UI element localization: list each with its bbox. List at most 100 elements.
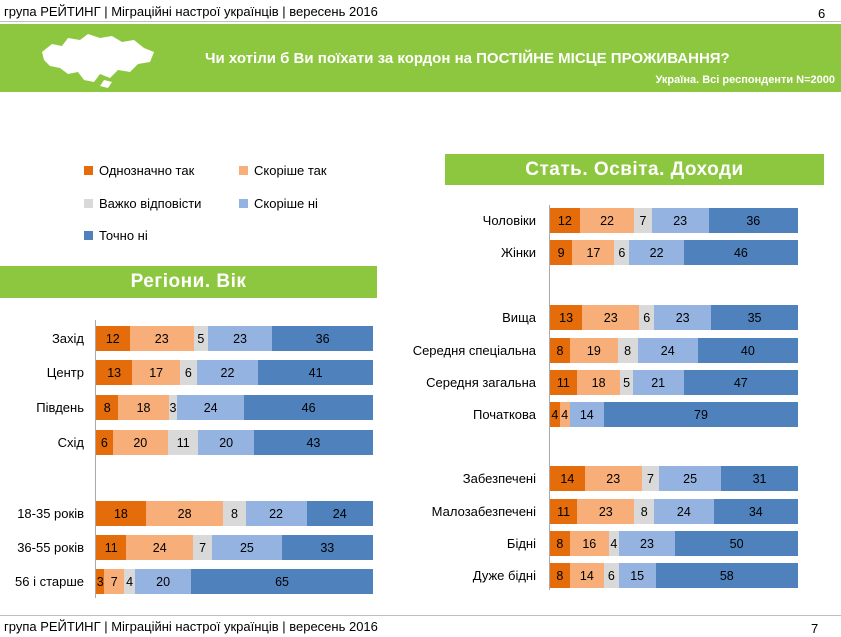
chart-title: Чи хотіли б Ви поїхати за кордон на ПОСТ…	[205, 50, 730, 67]
row-label: Середня загальна	[426, 375, 536, 390]
bar-segment: 6	[614, 240, 630, 265]
bar-segment: 4	[559, 402, 570, 427]
legend-swatch	[84, 199, 93, 208]
bar-segment: 7	[104, 569, 124, 594]
stacked-bar: 13 23 6 23 35	[550, 305, 798, 330]
bar-segment: 7	[641, 466, 660, 491]
legend-item: Скоріше так	[239, 163, 327, 178]
bar-segment: 8	[223, 501, 246, 526]
bar-segment: 23	[654, 305, 712, 330]
legend-label: Точно ні	[99, 228, 148, 243]
legend-item: Точно ні	[84, 228, 148, 243]
row-label: Дуже бідні	[472, 568, 536, 583]
legend-item: Важко відповісти	[84, 196, 201, 211]
legend-label: Важко відповісти	[99, 196, 202, 211]
row-label: Середня спеціальна	[412, 343, 536, 358]
row-label: Початкова	[472, 407, 536, 422]
bar-segment: 23	[577, 499, 635, 524]
bar-segment: 8	[550, 531, 570, 556]
bar-segment: 24	[177, 395, 245, 420]
bar-segment: 79	[604, 402, 798, 427]
legend-item: Однозначно так	[84, 163, 194, 178]
legend-label: Скоріше так	[254, 163, 327, 178]
row-label: Бідні	[506, 536, 536, 551]
bar-segment: 6	[179, 360, 197, 385]
footer-rule	[0, 615, 841, 616]
bar-segment: 4	[608, 531, 619, 556]
bar-segment: 50	[675, 531, 798, 556]
bar-segment: 11	[550, 499, 578, 524]
row-label: Південь	[36, 400, 84, 415]
bar-segment: 13	[96, 360, 133, 385]
bar-segment: 17	[572, 240, 615, 265]
bar-segment: 9	[550, 240, 573, 265]
bar-segment: 8	[617, 338, 638, 363]
bar-segment: 14	[569, 402, 604, 427]
bar-segment: 11	[168, 430, 199, 455]
bar-segment: 23	[582, 305, 640, 330]
header-page-number: 6	[818, 6, 826, 21]
bar-segment: 4	[550, 402, 560, 427]
bar-segment: 20	[112, 430, 168, 455]
stacked-bar: 11 24 7 25 33	[96, 535, 373, 560]
stacked-bar: 18 28 8 22 24	[96, 501, 373, 526]
bar-segment: 24	[306, 501, 373, 526]
legend-swatch	[84, 166, 93, 175]
bar-segment: 46	[244, 395, 373, 420]
bar-segment: 8	[96, 395, 119, 420]
section-header-regions-age: Регіони. Вік	[0, 266, 377, 298]
footer-text: група РЕЙТИНГ | Міграційні настрої украї…	[4, 619, 378, 634]
bar-segment: 11	[550, 370, 577, 395]
bar-segment: 8	[550, 338, 571, 363]
bar-segment: 22	[196, 360, 259, 385]
stacked-bar: 8 18 3 24 46	[96, 395, 373, 420]
bar-segment: 24	[126, 535, 193, 560]
row-label: Схід	[57, 435, 84, 450]
header-text: група РЕЙТИНГ | Міграційні настрої украї…	[4, 4, 378, 19]
bar-segment: 58	[655, 563, 798, 588]
stacked-bar: 11 23 8 24 34	[550, 499, 798, 524]
row-label: Жінки	[500, 245, 536, 260]
bar-segment: 24	[654, 499, 714, 524]
stacked-bar: 13 17 6 22 41	[96, 360, 373, 385]
bar-segment: 7	[192, 535, 213, 560]
stacked-bar: 12 23 5 23 36	[96, 326, 373, 351]
bar-segment: 6	[96, 430, 113, 455]
legend-swatch	[239, 199, 248, 208]
bar-segment: 23	[584, 466, 642, 491]
row-label: Малозабезпечені	[431, 504, 536, 519]
bar-segment: 46	[683, 240, 798, 265]
section-header-gender-education-income: Стать. Освіта. Доходи	[445, 154, 824, 185]
bar-segment: 25	[659, 466, 722, 491]
bar-segment: 13	[550, 305, 583, 330]
bar-segment: 43	[253, 430, 373, 455]
bar-segment: 23	[651, 208, 709, 233]
stacked-bar: 8 16 4 23 50	[550, 531, 798, 556]
bar-segment: 23	[129, 326, 194, 351]
bar-segment: 23	[207, 326, 273, 351]
bar-segment: 3	[96, 569, 105, 594]
bar-segment: 15	[618, 563, 656, 588]
bar-segment: 8	[550, 563, 570, 588]
row-label: Забезпечені	[462, 471, 536, 486]
stacked-bar: 11 18 5 21 47	[550, 370, 798, 395]
row-label: 56 і старше	[15, 574, 84, 589]
legend-item: Скоріше ні	[239, 196, 318, 211]
legend-swatch	[239, 166, 248, 175]
bar-segment: 19	[570, 338, 618, 363]
stacked-bar: 14 23 7 25 31	[550, 466, 798, 491]
bar-segment: 22	[245, 501, 307, 526]
bar-segment: 22	[579, 208, 635, 233]
bar-segment: 20	[198, 430, 254, 455]
row-label: Чоловіки	[482, 213, 536, 228]
stacked-bar: 4 4 14 79	[550, 402, 798, 427]
stacked-bar: 9 17 6 22 46	[550, 240, 798, 265]
bar-segment: 16	[569, 531, 609, 556]
bar-segment: 12	[550, 208, 580, 233]
legend-label: Скоріше ні	[254, 196, 318, 211]
bar-segment: 47	[683, 370, 798, 395]
left-axis-line	[95, 320, 96, 598]
bar-segment: 36	[272, 326, 373, 351]
bar-segment: 23	[618, 531, 676, 556]
legend-label: Однозначно так	[99, 163, 195, 178]
